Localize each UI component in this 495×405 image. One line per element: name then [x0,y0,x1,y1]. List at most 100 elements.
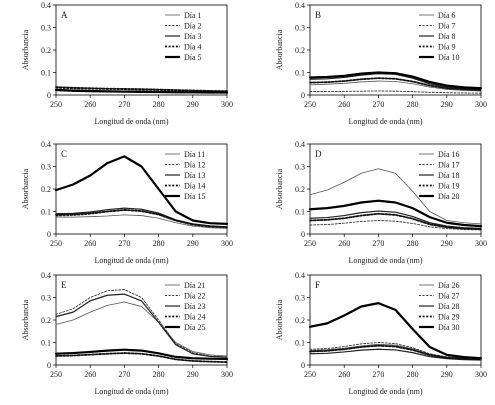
legend-label: Día 23 [184,302,206,311]
y-tick-label: 0.3 [41,294,51,303]
x-tick-label: 280 [153,370,165,379]
x-tick-label: 300 [475,100,487,109]
y-tick-label: 0.2 [295,185,305,194]
y-tick-label: 0.1 [295,339,305,348]
x-tick-label: 270 [372,239,384,248]
legend-label: Día 25 [184,323,206,332]
x-tick-label: 280 [153,239,165,248]
series-line-2 [309,220,482,231]
panel-label: E [61,280,67,290]
x-tick-label: 280 [407,370,419,379]
x-axis-label: Longitud de onda (nm) [95,256,169,265]
x-tick-label: 280 [407,239,419,248]
x-tick-label: 290 [187,370,199,379]
y-axis-label: Absorbancia [275,299,284,340]
series-line-4 [55,86,228,93]
y-tick-label: 0.2 [41,46,51,55]
x-tick-label: 300 [475,239,487,248]
legend-label: Día 5 [184,53,202,62]
y-tick-label: 0.1 [41,339,51,348]
legend-label: Día 17 [438,161,460,170]
y-tick-label: 0 [301,361,305,370]
panel-d: D 0 0.1 0.2 0.3 0.4 250 260 270 280 290 300 Longitud… [275,140,487,265]
x-axis-label: Longitud de onda (nm) [95,387,169,396]
panel-e: E 0 0.1 0.2 0.3 0.4 250 260 270 280 290 300 Longitud… [21,271,233,396]
series-line-5 [308,302,483,360]
legend-label: Día 12 [184,161,206,170]
legend-label: Día 18 [438,171,460,180]
y-tick-label: 0.4 [41,1,51,10]
series-line-1 [309,168,482,225]
x-tick-label: 250 [50,239,62,248]
panel-c: C 0 0.1 0.2 0.3 0.4 250 260 270 280 290 300 Longitud… [21,140,233,265]
panel-label: C [61,149,67,159]
series-line-5 [54,155,229,225]
legend-label: Día 28 [438,302,460,311]
series-line-5 [308,71,483,90]
x-tick-label: 300 [221,370,233,379]
series-line-5 [54,88,229,94]
x-tick-label: 250 [304,100,316,109]
series-line-3 [55,293,228,358]
legend-label: Día 27 [438,292,460,301]
y-tick-label: 0.3 [295,163,305,172]
x-tick-label: 250 [50,100,62,109]
series-line-1 [309,80,482,92]
legend-label: Día 8 [438,32,456,41]
y-tick-label: 0.3 [295,24,305,33]
legend-label: Día 22 [184,292,206,301]
series-line-3 [309,73,482,90]
x-tick-label: 260 [338,239,350,248]
y-tick-label: 0.1 [295,69,305,78]
legend-label: Día 14 [184,182,206,191]
x-tick-label: 270 [372,100,384,109]
y-tick-label: 0.2 [41,185,51,194]
legend-label: Día 30 [438,323,460,332]
y-tick-label: 0.3 [41,163,51,172]
series-line-4 [309,212,482,230]
y-tick-label: 0.3 [295,294,305,303]
y-tick-label: 0 [301,230,305,239]
legend-label: Día 21 [184,281,206,290]
y-axis-label: Absorbancia [21,29,30,70]
y-tick-label: 0 [301,91,305,100]
legend-label: Día 11 [184,150,205,159]
panel-f: F 0 0.1 0.2 0.3 0.4 250 260 270 280 290 300 Longitud… [275,271,487,396]
x-tick-label: 260 [338,370,350,379]
x-tick-label: 290 [187,100,199,109]
x-tick-label: 250 [50,370,62,379]
x-tick-label: 300 [475,370,487,379]
x-tick-label: 290 [187,239,199,248]
x-tick-label: 270 [118,370,130,379]
x-tick-label: 250 [304,370,316,379]
x-tick-label: 260 [84,370,96,379]
y-tick-label: 0.1 [41,69,51,78]
x-tick-label: 260 [338,100,350,109]
x-tick-label: 290 [441,100,453,109]
y-tick-label: 0.4 [295,271,305,280]
series-line-4 [309,77,482,91]
x-tick-label: 260 [84,100,96,109]
legend-label: Día 1 [184,11,202,20]
legend-label: Día 29 [438,313,460,322]
y-tick-label: 0.1 [41,208,51,217]
y-tick-label: 0.4 [295,140,305,149]
legend-label: Día 24 [184,313,206,322]
legend-label: Día 4 [184,43,202,52]
legend-label: Día 6 [438,11,456,20]
x-tick-label: 290 [441,239,453,248]
x-tick-label: 270 [118,100,130,109]
legend-label: Día 7 [438,22,456,31]
x-tick-label: 280 [153,100,165,109]
series-line-1 [55,301,228,357]
legend-label: Día 16 [438,150,460,159]
series-line-2 [309,342,482,359]
x-axis-label: Longitud de onda (nm) [349,117,423,126]
legend-label: Día 10 [438,53,460,62]
series-line-5 [308,199,483,228]
x-tick-label: 280 [407,100,419,109]
series-line-3 [309,210,482,229]
series-line-4 [309,344,482,361]
series-line-1 [55,214,228,229]
legend-label: Día 2 [184,22,202,31]
